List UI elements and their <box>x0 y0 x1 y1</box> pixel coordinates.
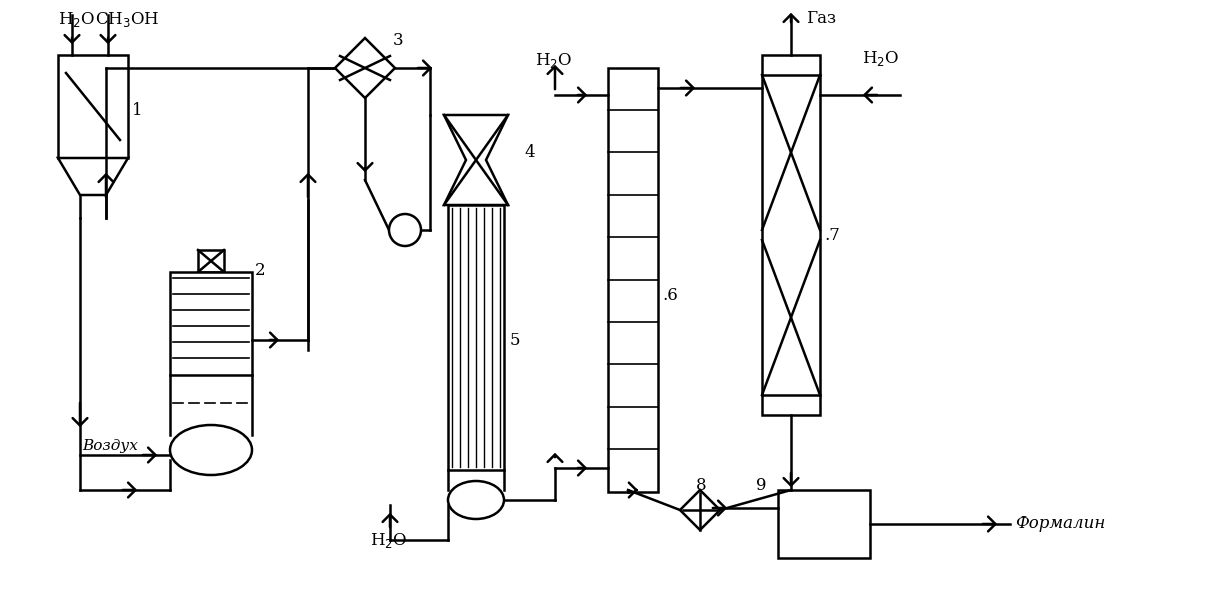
Text: 1: 1 <box>132 101 142 118</box>
Bar <box>198 250 224 272</box>
Bar <box>170 272 252 375</box>
Polygon shape <box>443 115 508 205</box>
Bar <box>762 55 820 415</box>
Text: 8: 8 <box>696 477 707 494</box>
Text: Формалин: Формалин <box>1016 516 1105 532</box>
Bar <box>608 68 658 492</box>
Text: 4: 4 <box>524 143 534 160</box>
Text: Газ: Газ <box>806 10 837 27</box>
Circle shape <box>390 214 421 246</box>
Text: H$_2$O: H$_2$O <box>862 49 899 67</box>
Text: .7: .7 <box>824 227 840 243</box>
Text: H$_2$O: H$_2$O <box>58 10 96 29</box>
Text: 5: 5 <box>510 332 521 349</box>
Polygon shape <box>334 38 394 98</box>
Polygon shape <box>58 158 127 195</box>
Text: Воздух: Воздух <box>82 439 138 453</box>
Text: .6: .6 <box>662 287 677 304</box>
Text: CH$_3$OH: CH$_3$OH <box>96 10 159 29</box>
Bar <box>58 55 127 158</box>
Text: H$_2$O: H$_2$O <box>370 530 407 549</box>
Text: H$_2$O: H$_2$O <box>535 50 572 69</box>
Bar <box>778 490 870 558</box>
Text: 2: 2 <box>255 262 266 278</box>
Polygon shape <box>680 490 720 530</box>
Bar <box>448 205 503 470</box>
Text: 9: 9 <box>756 477 767 494</box>
Ellipse shape <box>448 481 503 519</box>
Ellipse shape <box>170 425 252 475</box>
Text: 3: 3 <box>393 31 403 49</box>
